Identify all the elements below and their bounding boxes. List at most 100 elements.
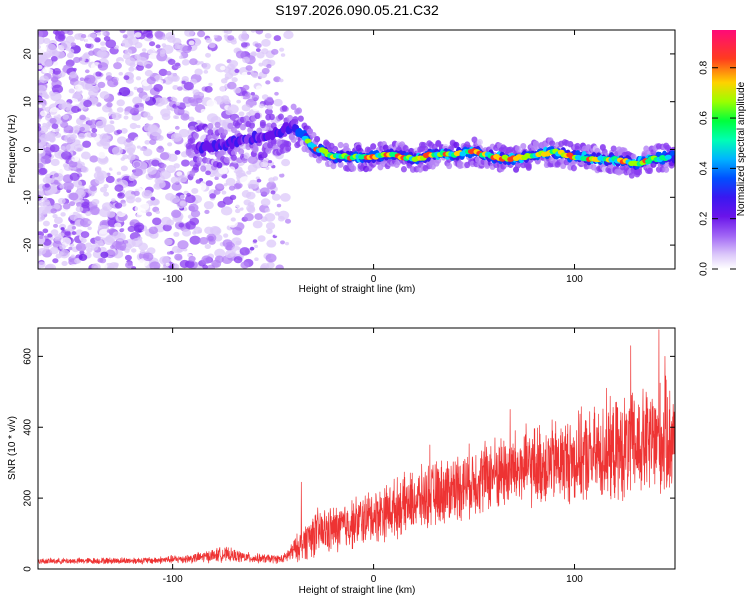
spectrogram-cell [120, 228, 125, 232]
spectrogram-cell [171, 245, 181, 254]
spectrogram-cell [446, 162, 453, 170]
spectrogram-cell [246, 112, 251, 116]
spectrogram-cell [350, 165, 357, 172]
spectrogram-cell [225, 177, 236, 186]
spectrogram-cell [123, 75, 130, 81]
spectrogram-cell [254, 257, 259, 262]
spectrogram-cell [220, 65, 226, 71]
spectrogram-cell [170, 209, 182, 218]
spectrogram-cell [53, 173, 59, 178]
spectrogram-cell [50, 208, 58, 214]
spectrogram-cell [261, 151, 268, 159]
spectrogram-cell [205, 37, 212, 43]
spectrogram-cell [181, 59, 190, 66]
x-tick-label: 100 [566, 574, 583, 585]
spectrogram-cell [241, 104, 251, 112]
spectrogram-cell [113, 262, 119, 267]
spectrogram-cell [204, 86, 213, 93]
spectrogram-cell [75, 242, 87, 252]
spectrogram-cell [209, 193, 217, 199]
spectrogram-cell [71, 105, 80, 113]
spectrogram-cell [73, 56, 81, 63]
spectrogram-cell [160, 108, 171, 117]
spectrogram-cell [214, 248, 226, 258]
spectrogram-cell [65, 228, 70, 233]
spectrogram-cell [86, 247, 93, 253]
spectrogram-cell [147, 166, 157, 175]
spectrogram-cell [85, 211, 92, 217]
spectrogram-cell [214, 222, 220, 227]
spectrogram-heatmap [38, 30, 675, 269]
spectrogram-cell [268, 113, 275, 121]
spectrogram-cell [123, 115, 129, 120]
spectrogram-cell [133, 136, 145, 145]
spectrogram-cell [197, 229, 202, 234]
spectrogram-cell [76, 201, 83, 208]
spectrogram-cell [238, 33, 249, 42]
spectrogram-cell [38, 118, 41, 123]
spectrogram-cell [225, 109, 233, 116]
spectrogram-cell [114, 184, 124, 192]
spectrogram-cell [257, 235, 266, 242]
spectrogram-cell [38, 167, 48, 175]
spectrogram-cell [180, 113, 190, 121]
spectrogram-cell [64, 231, 71, 236]
spectrogram-cell [69, 172, 80, 182]
spectrogram-cell [141, 189, 153, 199]
spectrogram-cell [276, 139, 283, 146]
spectrogram-cell [243, 152, 250, 159]
spectrogram-cell [115, 241, 127, 251]
spectrogram-cell [260, 262, 270, 269]
spectrogram-cell [128, 30, 135, 36]
spectrogram-cell [49, 133, 54, 138]
spectrogram-cell [91, 263, 101, 269]
spectrogram-cell [76, 168, 82, 174]
spectrogram-cell [174, 150, 181, 155]
spectrogram-cell [106, 135, 111, 140]
spectrogram-cell [208, 42, 216, 49]
spectrogram-cell [256, 51, 265, 59]
spectrogram-cell [222, 196, 234, 205]
spectrogram-cell [223, 156, 230, 164]
spectrogram-cell [549, 140, 556, 147]
spectrogram-cell [88, 88, 99, 98]
spectrogram-cell [71, 231, 77, 236]
colorbar-label: Normalized spectral amplitude [736, 81, 747, 216]
spectrogram-cell [239, 95, 244, 100]
snr-y-axis-label: SNR (10 * v/v) [7, 416, 18, 480]
spectrogram-cell [38, 126, 42, 132]
spectrogram-cell [144, 69, 153, 77]
spectrogram-cell [213, 189, 221, 195]
spectrogram-cell [400, 166, 407, 173]
x-tick-label: -100 [163, 574, 183, 585]
spectrogram-cell [186, 192, 191, 197]
spectrogram-cell [39, 54, 47, 60]
spectrogram-cell [156, 146, 165, 153]
spectrogram-cell [129, 122, 138, 130]
spectrogram-cell [75, 161, 85, 169]
spectrogram-cell [112, 250, 124, 259]
spectrogram-cell [525, 163, 532, 170]
spectrogram-cell [38, 194, 42, 201]
spectrogram-cell [185, 220, 196, 230]
spectrogram-cell [229, 60, 239, 68]
spectrogram-cell [235, 208, 241, 214]
spectrogram-cell [69, 201, 76, 207]
spectrogram-cell [177, 174, 188, 183]
spectrogram-cell [277, 215, 285, 222]
spectrogram-cell [87, 226, 92, 231]
spectrogram-cell [53, 223, 59, 228]
spectrogram-cell [119, 30, 126, 34]
spectrogram-cell [105, 75, 113, 81]
spectrogram-cell [80, 231, 90, 239]
spectrogram-cell [107, 266, 112, 269]
spectrogram-cell [80, 237, 87, 243]
spectrogram-cell [172, 37, 182, 46]
spectrogram-cell [216, 30, 225, 36]
spectrogram-cell [166, 251, 171, 255]
colorbar-tick-label: 0.4 [699, 161, 710, 175]
spectrogram-cell [167, 58, 176, 65]
spectrogram-cell [189, 160, 196, 167]
spectrogram-cell [476, 138, 483, 146]
